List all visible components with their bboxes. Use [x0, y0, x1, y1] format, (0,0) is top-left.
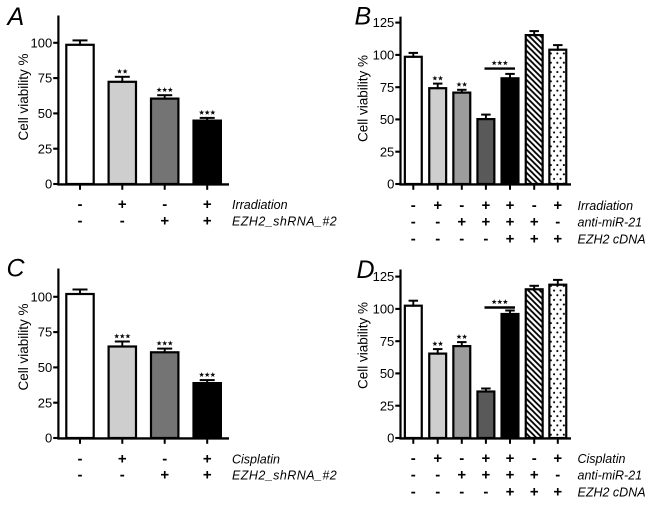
svg-text:+: + — [506, 214, 515, 231]
svg-text:Irradiation: Irradiation — [578, 199, 634, 213]
svg-text:0: 0 — [387, 177, 394, 192]
svg-text:-: - — [555, 214, 560, 231]
svg-text:+: + — [506, 483, 515, 500]
svg-text:-: - — [435, 467, 440, 484]
svg-text:-: - — [411, 197, 416, 214]
svg-text:+: + — [482, 450, 491, 467]
svg-text:-: - — [435, 483, 440, 500]
svg-text:-: - — [78, 451, 83, 468]
svg-text:Cell viability %: Cell viability % — [16, 303, 31, 390]
svg-text:75: 75 — [380, 80, 394, 95]
svg-text:+: + — [457, 214, 466, 231]
svg-text:+: + — [553, 483, 562, 500]
svg-text:EZH2_shRNA_#2: EZH2_shRNA_#2 — [232, 469, 337, 483]
svg-text:C: C — [7, 255, 26, 283]
svg-text:anti-miR-21: anti-miR-21 — [578, 216, 643, 230]
svg-text:EZH2 cDNA: EZH2 cDNA — [578, 485, 646, 499]
svg-text:+: + — [203, 212, 212, 229]
svg-text:Cisplatin: Cisplatin — [578, 452, 626, 466]
svg-text:+: + — [506, 230, 515, 247]
svg-text:EZH2_shRNA_#2: EZH2_shRNA_#2 — [232, 214, 337, 228]
svg-text:+: + — [203, 451, 212, 468]
svg-text:50: 50 — [38, 360, 52, 375]
svg-text:+: + — [553, 230, 562, 247]
svg-text:+: + — [160, 467, 169, 484]
svg-text:anti-miR-21: anti-miR-21 — [578, 469, 643, 483]
svg-text:25: 25 — [38, 141, 52, 156]
svg-text:Irradiation: Irradiation — [232, 198, 288, 212]
svg-text:-: - — [162, 451, 167, 468]
svg-text:100: 100 — [373, 302, 395, 317]
svg-text:+: + — [506, 450, 515, 467]
svg-text:-: - — [459, 230, 464, 247]
svg-text:+: + — [433, 450, 442, 467]
svg-text:+: + — [506, 467, 515, 484]
svg-text:-: - — [459, 483, 464, 500]
svg-text:0: 0 — [45, 431, 52, 446]
svg-text:100: 100 — [373, 48, 395, 63]
svg-text:Cisplatin: Cisplatin — [232, 453, 280, 467]
svg-text:125: 125 — [373, 15, 395, 30]
svg-text:-: - — [555, 467, 560, 484]
svg-text:+: + — [433, 197, 442, 214]
svg-text:100: 100 — [30, 289, 52, 304]
svg-text:Cell viability %: Cell viability % — [356, 55, 371, 142]
svg-text:75: 75 — [380, 334, 394, 349]
svg-text:75: 75 — [38, 71, 52, 86]
svg-text:-: - — [483, 230, 488, 247]
svg-text:+: + — [530, 467, 539, 484]
svg-text:D: D — [357, 256, 375, 284]
svg-text:+: + — [482, 214, 491, 231]
svg-text:B: B — [355, 3, 372, 31]
svg-text:-: - — [459, 450, 464, 467]
svg-text:-: - — [411, 230, 416, 247]
svg-text:+: + — [530, 214, 539, 231]
svg-text:+: + — [506, 197, 515, 214]
svg-text:-: - — [411, 450, 416, 467]
svg-text:+: + — [457, 467, 466, 484]
svg-text:25: 25 — [380, 144, 394, 159]
svg-text:-: - — [162, 196, 167, 213]
svg-text:+: + — [203, 196, 212, 213]
svg-text:-: - — [483, 483, 488, 500]
svg-text:-: - — [78, 467, 83, 484]
svg-text:75: 75 — [38, 325, 52, 340]
svg-text:25: 25 — [38, 395, 52, 410]
svg-text:50: 50 — [380, 366, 394, 381]
svg-text:125: 125 — [373, 269, 395, 284]
svg-text:-: - — [411, 483, 416, 500]
svg-text:-: - — [435, 214, 440, 231]
svg-text:A: A — [6, 3, 25, 31]
svg-text:-: - — [78, 196, 83, 213]
svg-text:-: - — [459, 197, 464, 214]
svg-text:50: 50 — [38, 106, 52, 121]
svg-text:-: - — [532, 197, 537, 214]
svg-text:-: - — [120, 467, 125, 484]
svg-text:-: - — [411, 467, 416, 484]
svg-text:+: + — [203, 467, 212, 484]
svg-text:+: + — [118, 196, 127, 213]
svg-text:+: + — [482, 197, 491, 214]
svg-text:+: + — [160, 212, 169, 229]
svg-text:-: - — [411, 214, 416, 231]
svg-text:Cell viability %: Cell viability % — [16, 53, 31, 140]
svg-text:+: + — [553, 450, 562, 467]
svg-text:-: - — [78, 212, 83, 229]
svg-text:+: + — [482, 467, 491, 484]
svg-text:0: 0 — [45, 177, 52, 192]
svg-text:-: - — [532, 450, 537, 467]
svg-text:50: 50 — [380, 112, 394, 127]
svg-text:+: + — [530, 483, 539, 500]
svg-text:+: + — [530, 230, 539, 247]
svg-text:Cell viability %: Cell viability % — [356, 302, 371, 389]
svg-text:-: - — [435, 230, 440, 247]
svg-text:0: 0 — [387, 431, 394, 446]
svg-text:25: 25 — [380, 398, 394, 413]
svg-text:EZH2 cDNA: EZH2 cDNA — [578, 232, 646, 246]
svg-text:-: - — [120, 212, 125, 229]
svg-text:+: + — [553, 197, 562, 214]
svg-text:+: + — [118, 451, 127, 468]
svg-text:100: 100 — [30, 35, 52, 50]
